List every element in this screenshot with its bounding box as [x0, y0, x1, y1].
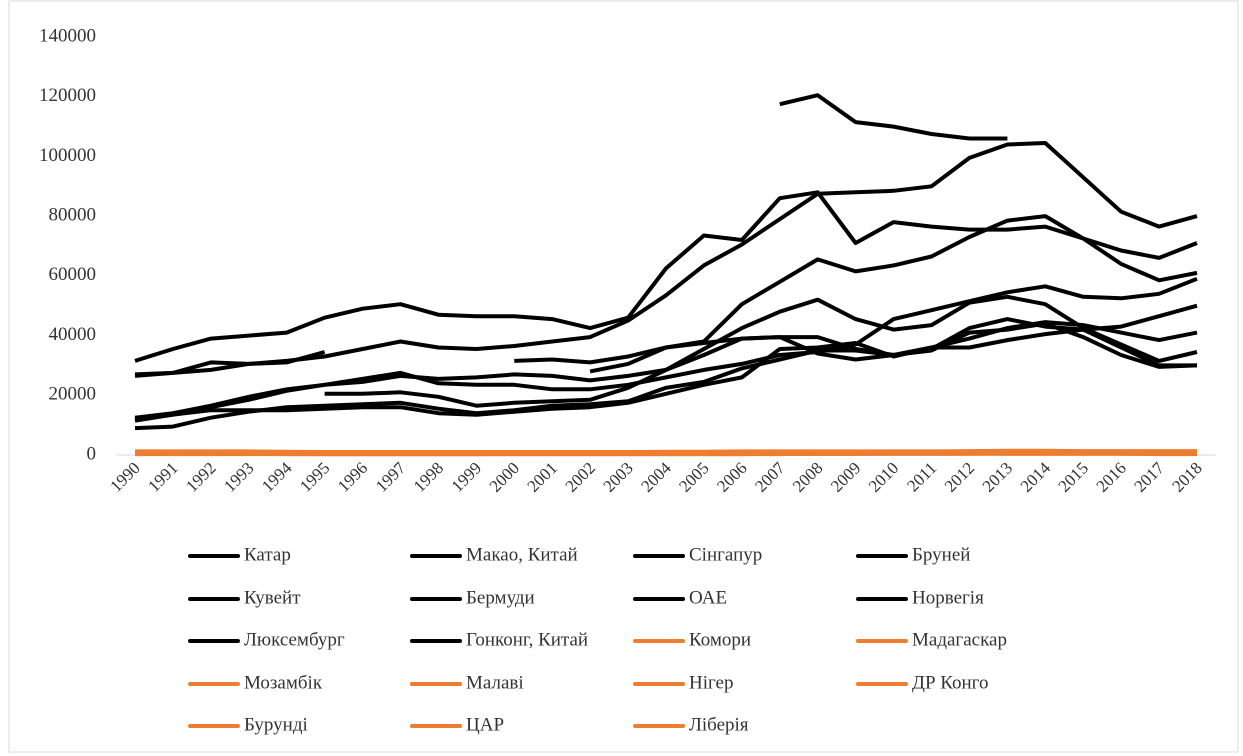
legend-label: ДР Конго [912, 672, 989, 693]
legend-label: Норвегія [912, 587, 984, 608]
series-line [134, 276, 1198, 420]
series-line [134, 190, 1198, 363]
legend-label: Бруней [912, 544, 970, 565]
legend-label: Кувейт [244, 587, 301, 608]
y-tick-label: 120000 [39, 85, 96, 106]
y-tick-label: 100000 [39, 145, 96, 166]
series-line [779, 93, 1008, 141]
y-tick-label: 80000 [49, 205, 97, 226]
series-line [135, 448, 1197, 454]
series-line [134, 327, 1197, 423]
series-line [589, 214, 1198, 374]
legend-label: Малаві [466, 672, 524, 693]
series-line [324, 294, 1198, 408]
legend-label: Нігер [689, 672, 733, 693]
y-tick-label: 60000 [49, 264, 97, 285]
y-tick-label: 0 [87, 443, 97, 464]
legend-label: Сінгапур [689, 544, 762, 565]
legend-label: Люксембург [244, 629, 345, 650]
legend-label: Мозамбік [244, 672, 323, 693]
y-tick-label: 40000 [49, 324, 97, 345]
y-tick-label: 140000 [39, 25, 96, 46]
legend-label: Бермуди [466, 587, 535, 608]
legend-label: Мадагаскар [912, 629, 1007, 650]
legend-label: Катар [244, 544, 291, 565]
series-line [514, 303, 1198, 365]
legend-label: ЦАР [466, 714, 504, 735]
y-tick-label: 20000 [49, 384, 97, 405]
series-line [134, 141, 1198, 377]
legend-label: Бурунді [244, 714, 308, 735]
legend-label: Комори [689, 629, 751, 650]
legend-label: Макао, Китай [466, 544, 578, 565]
legend-label: ОАЕ [689, 587, 727, 608]
legend-label: Ліберія [689, 714, 749, 735]
legend-label: Гонконг, Китай [466, 629, 588, 650]
